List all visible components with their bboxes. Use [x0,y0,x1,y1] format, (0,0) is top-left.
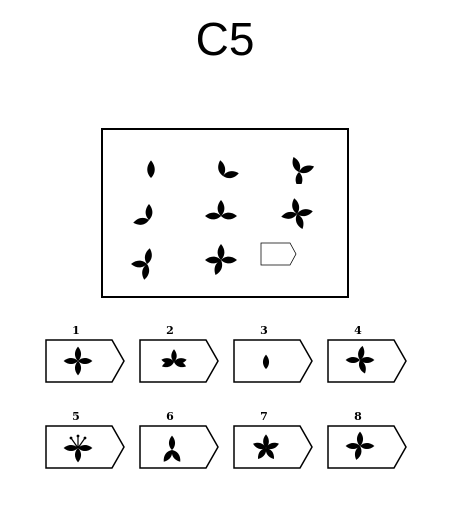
matrix-cell-1-2 [207,144,247,184]
option-number: 7 [260,410,268,423]
option-6[interactable]: 6 [138,410,222,470]
option-number: 8 [354,410,362,423]
option-number: 2 [166,324,174,337]
option-2[interactable]: 2 [138,324,222,384]
option-number: 1 [72,324,80,337]
option-number: 5 [72,410,80,423]
matrix-missing-cell [259,234,339,286]
matrix-cell-2-1 [125,194,165,234]
option-3[interactable]: 3 [232,324,316,384]
option-5[interactable]: 5 [44,410,128,470]
option-number: 4 [354,324,362,337]
option-number: 3 [260,324,268,337]
option-7[interactable]: 7 [232,410,316,470]
option-1[interactable]: 1 [44,324,128,384]
matrix-cell-2-2 [201,192,241,232]
matrix-cell-3-1 [127,242,167,282]
option-8[interactable]: 8 [326,410,410,470]
puzzle-title: C5 [195,13,255,65]
pattern-matrix [101,128,349,298]
matrix-cell-1-1 [131,144,171,184]
matrix-cell-1-3 [281,144,321,184]
matrix-cell-3-2 [201,240,241,280]
matrix-cell-2-3 [277,192,317,232]
option-4[interactable]: 4 [326,324,410,384]
option-number: 6 [166,410,174,423]
